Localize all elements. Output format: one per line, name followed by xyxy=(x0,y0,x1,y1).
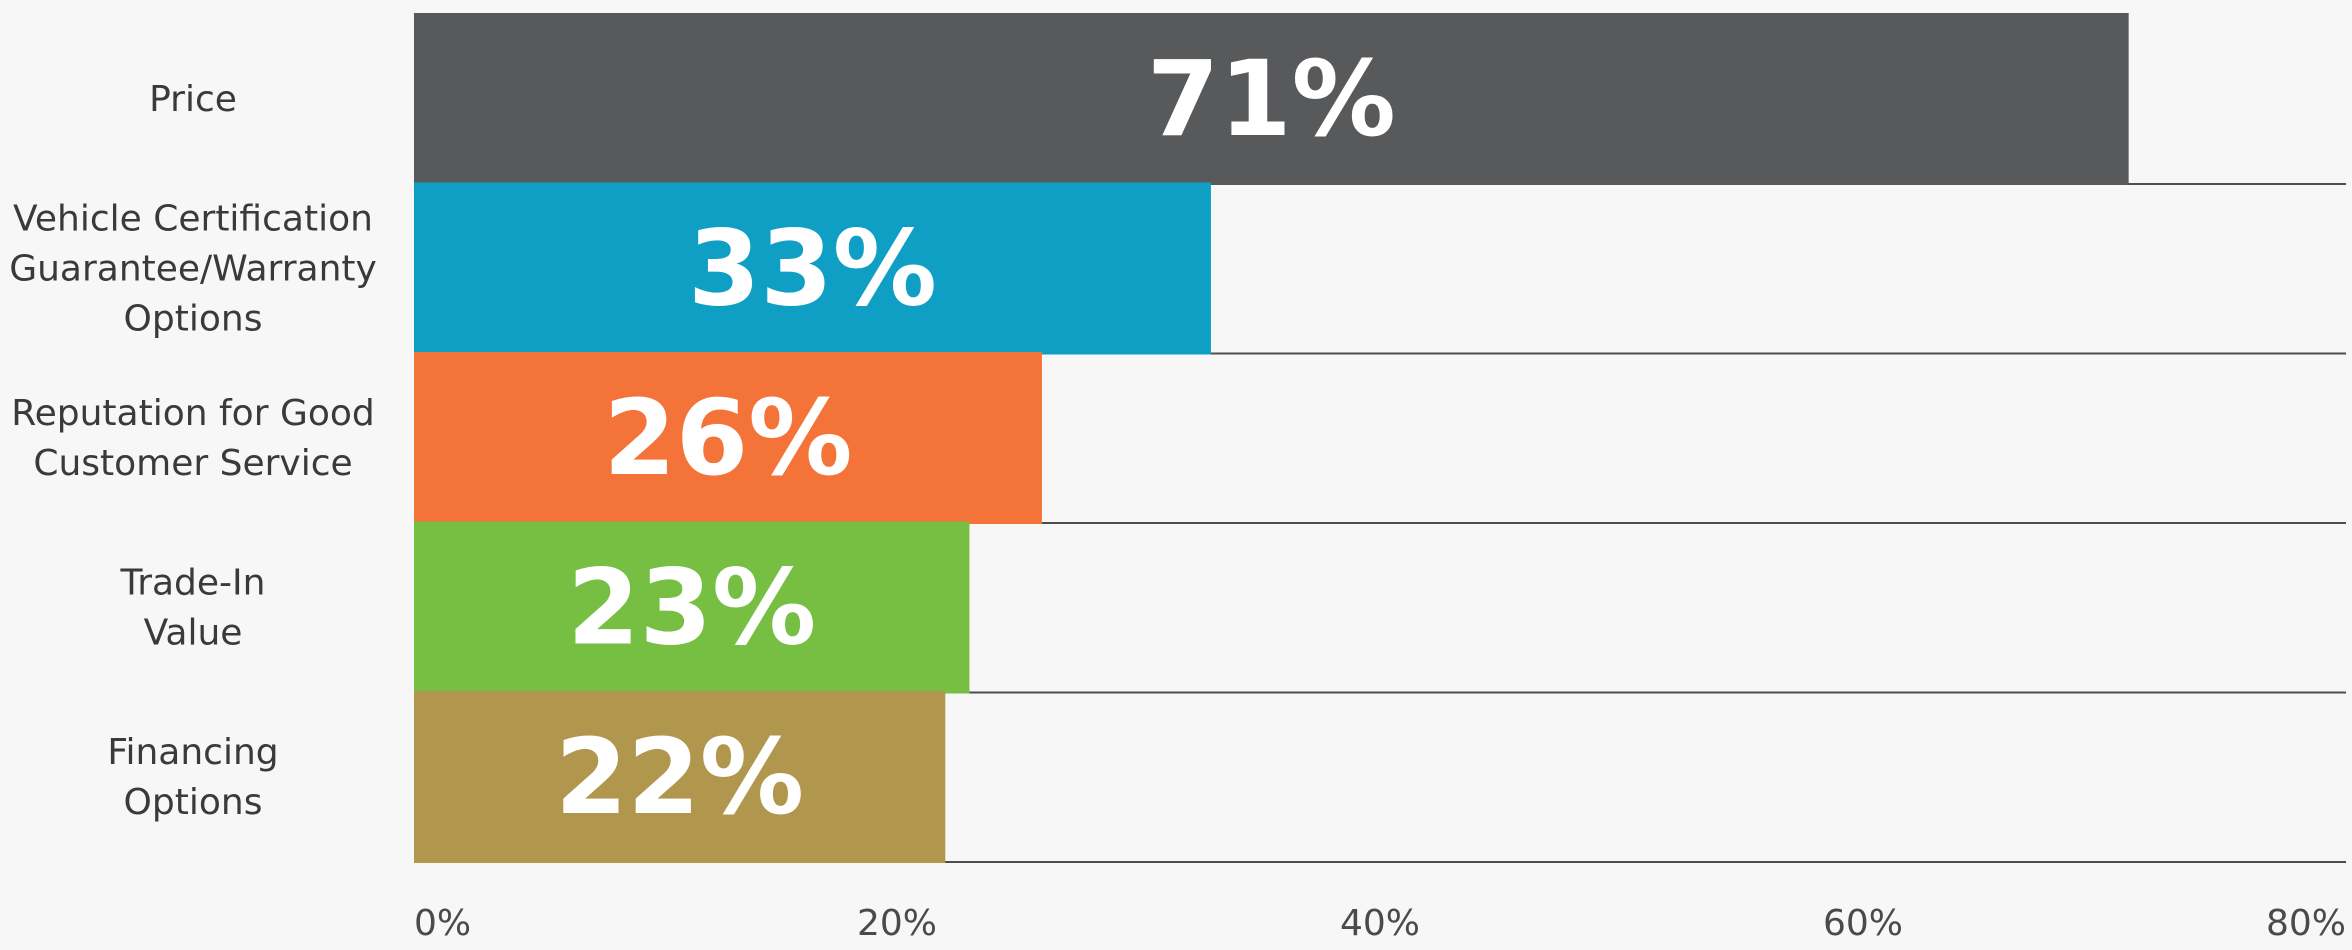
bar xyxy=(414,352,1042,524)
category-label-line: Customer Service xyxy=(33,443,352,484)
category-label-line: Reputation for Good xyxy=(11,393,375,434)
category-label-line: Trade-In xyxy=(120,563,266,604)
category-label-line: Price xyxy=(149,79,237,120)
bar xyxy=(414,521,970,694)
x-tick-label: 80% xyxy=(2266,903,2346,944)
data-label: 26% xyxy=(603,377,852,499)
category-label: Vehicle Certification Guarantee/Warranty O… xyxy=(9,199,377,340)
x-tick-label: 0% xyxy=(414,903,471,944)
bar xyxy=(414,182,1211,355)
x-tick-label: 60% xyxy=(1823,903,1903,944)
data-label: 23% xyxy=(567,547,816,669)
category-label: Financing Options xyxy=(107,732,278,823)
category-labels: Price Vehicle Certification Guarantee/Warr… xyxy=(9,79,377,823)
x-tick-label: 40% xyxy=(1340,903,1420,944)
data-label: 71% xyxy=(1147,38,1396,160)
bar xyxy=(414,13,2129,185)
category-label: Reputation for Good Customer Service xyxy=(11,393,375,484)
category-label: Trade-In Value xyxy=(120,563,266,654)
category-label-line: Options xyxy=(124,782,263,823)
bar-series xyxy=(414,13,2129,863)
category-label-line: Guarantee/Warranty xyxy=(9,249,377,290)
category-label-line: Financing xyxy=(107,732,278,773)
x-tick-label: 20% xyxy=(857,903,937,944)
category-label-line: Value xyxy=(144,613,243,654)
data-label: 33% xyxy=(688,208,937,330)
category-label: Price xyxy=(149,79,237,120)
data-label: 22% xyxy=(555,716,804,838)
data-labels: 71% 33% 26% 23% 22% xyxy=(555,38,1396,838)
x-axis-ticks: 0% 20% 40% 60% 80% xyxy=(414,903,2346,944)
bar xyxy=(414,691,946,863)
category-label-line: Vehicle Certification xyxy=(13,199,373,240)
category-label-line: Options xyxy=(124,299,263,340)
